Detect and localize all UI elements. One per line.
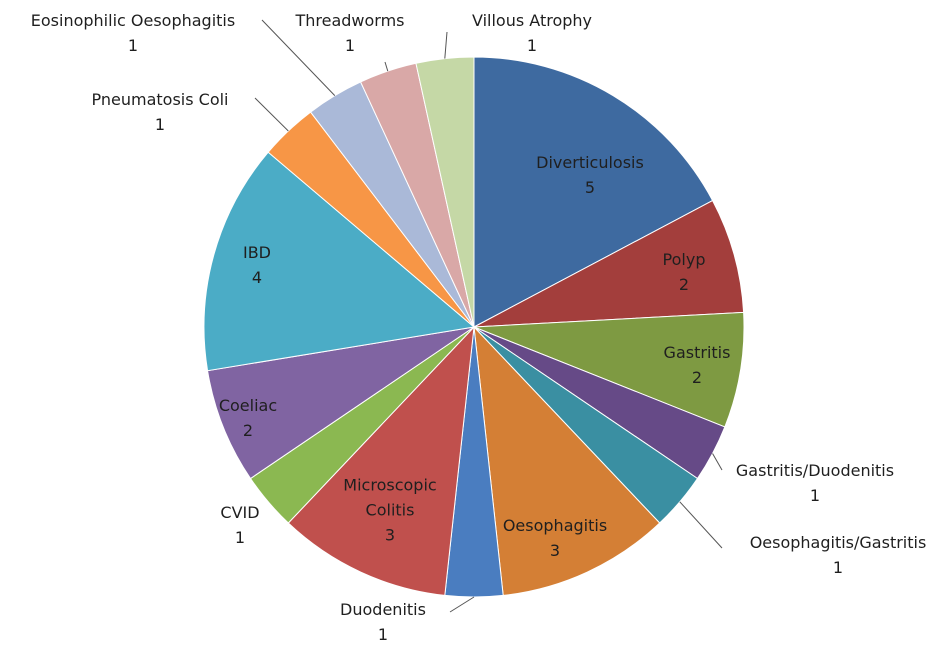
category-label: Villous Atrophy <box>472 11 592 30</box>
value-label: 1 <box>809 486 821 505</box>
value-label: 3 <box>549 541 561 560</box>
leader-line <box>261 19 336 96</box>
category-label: Oesophagitis/Gastritis <box>749 533 927 552</box>
leader-line <box>254 97 289 132</box>
value-label: 5 <box>584 178 596 197</box>
pie-slice <box>473 56 714 328</box>
value-label: 1 <box>154 115 166 134</box>
pie-slice <box>415 56 475 328</box>
value-label: 1 <box>127 36 139 55</box>
data-label: Gastritis 2 <box>652 340 742 390</box>
leader-line <box>679 501 723 549</box>
category-label: Diverticulosis <box>536 153 644 172</box>
category-label: Polyp <box>662 250 706 269</box>
pie-slice <box>473 311 745 428</box>
value-label: 1 <box>344 36 356 55</box>
data-label: Villous Atrophy 1 <box>452 8 612 58</box>
value-label: 1 <box>234 528 246 547</box>
pie-slice <box>203 151 476 372</box>
value-label: 4 <box>251 268 263 287</box>
leader-line <box>712 453 723 471</box>
leader-line <box>449 596 475 613</box>
category-label: Threadworms <box>295 11 405 30</box>
data-label: Diverticulosis 5 <box>510 150 670 200</box>
category-label: Microscopic Colitis <box>343 475 437 520</box>
pie-slice <box>473 325 661 596</box>
category-label: Coeliac <box>218 396 278 415</box>
data-label: Pneumatosis Coli 1 <box>70 87 250 137</box>
category-label: Oesophagitis <box>502 516 608 535</box>
category-label: CVID <box>220 503 260 522</box>
data-label: Gastritis/Duodenitis 1 <box>710 458 920 508</box>
value-label: 2 <box>691 368 703 387</box>
data-label: CVID 1 <box>210 500 270 550</box>
pie-slice <box>473 199 745 328</box>
category-label: Eosinophilic Oesophagitis <box>30 11 236 30</box>
value-label: 1 <box>832 558 844 577</box>
category-label: Gastritis <box>663 343 731 362</box>
data-label: Duodenitis 1 <box>323 597 443 647</box>
pie-slice <box>287 325 475 596</box>
pie-slice <box>206 326 475 480</box>
data-label: Coeliac 2 <box>208 393 288 443</box>
data-label: IBD 4 <box>227 240 287 290</box>
data-label: Eosinophilic Oesophagitis 1 <box>0 8 268 58</box>
value-label: 3 <box>384 525 396 545</box>
data-label: Polyp 2 <box>644 247 724 297</box>
leader-line <box>384 61 389 72</box>
data-label: Threadworms 1 <box>280 8 420 58</box>
category-label: Pneumatosis Coli <box>91 90 229 109</box>
data-label: Microscopic Colitis 3 <box>340 473 440 548</box>
leader-line <box>444 31 448 59</box>
data-label: Oesophagitis 3 <box>495 513 615 563</box>
data-label: Oesophagitis/Gastritis 1 <box>723 530 951 580</box>
category-label: IBD <box>242 243 271 262</box>
category-label: Duodenitis <box>340 600 426 619</box>
value-label: 2 <box>678 275 690 294</box>
value-label: 1 <box>526 36 538 55</box>
value-label: 2 <box>242 421 254 440</box>
category-label: Gastritis/Duodenitis <box>735 461 895 480</box>
value-label: 1 <box>377 625 389 644</box>
